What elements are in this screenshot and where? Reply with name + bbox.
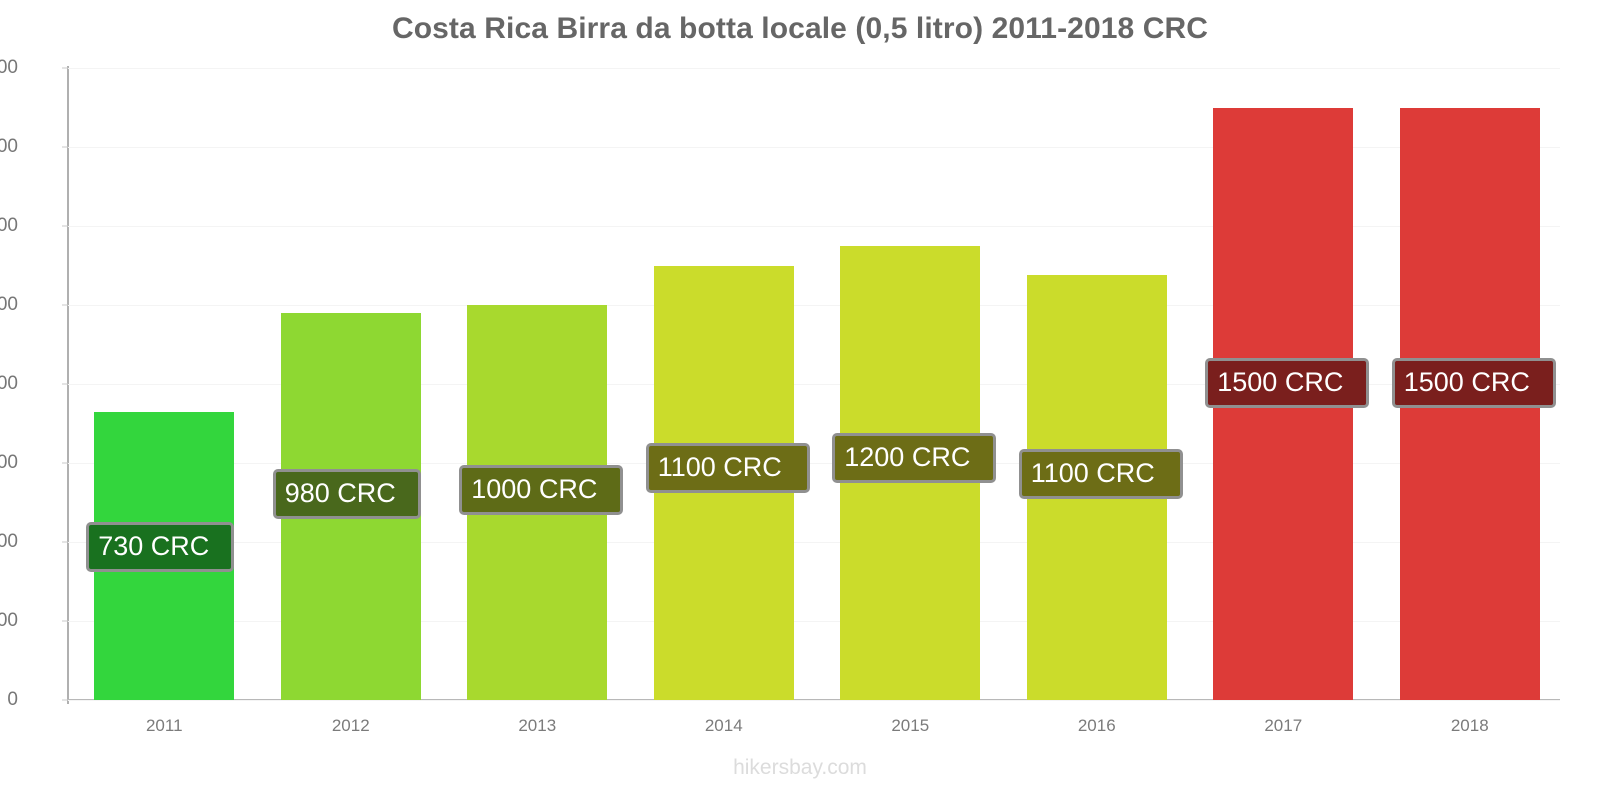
y-axis-tick-label: 400	[0, 531, 18, 552]
y-axis-tick-mark	[62, 541, 68, 543]
gridline	[68, 700, 1560, 701]
x-axis-tick-label: 2012	[331, 716, 370, 735]
bar-value-label: 1500 CRC	[1391, 358, 1556, 409]
gridline	[68, 384, 1560, 385]
y-axis-tick-label: 1600	[0, 57, 18, 78]
page-title: Costa Rica Birra da botta locale (0,5 li…	[391, 12, 1209, 45]
bar-value-label: 1000 CRC	[459, 464, 624, 515]
x-axis-tick-label: 2017	[1264, 716, 1303, 735]
x-axis-tick-label: 2014	[704, 716, 743, 735]
y-axis-tick-mark	[62, 383, 68, 385]
y-axis-tick-mark	[62, 462, 68, 464]
y-axis-tick-mark	[62, 699, 68, 701]
y-axis-tick-label: 1200	[0, 215, 18, 236]
bar-value-label: 1100 CRC	[1018, 448, 1183, 499]
bar-value-label: 1500 CRC	[1205, 358, 1370, 409]
x-axis-tick-label: 2015	[891, 716, 930, 735]
y-axis-tick-label: 600	[0, 452, 18, 473]
y-axis-tick-label: 800	[0, 373, 18, 394]
plot-area: 0 200 400 600 800 1000 1200 1400 1600 730 CRC 980 …	[0, 57, 1560, 710]
bar-value-label: 1100 CRC	[645, 443, 810, 494]
x-axis-tick-label: 2013	[518, 716, 557, 735]
gridline	[68, 68, 1560, 69]
gridline	[68, 147, 1560, 148]
gridline	[68, 463, 1560, 464]
y-axis-tick-mark	[62, 67, 68, 69]
gridline	[68, 621, 1560, 622]
gridline	[68, 305, 1560, 306]
gridline	[68, 226, 1560, 227]
bar-value-label: 980 CRC	[272, 468, 421, 519]
y-axis-tick-mark	[62, 225, 68, 227]
y-axis-tick-mark	[62, 146, 68, 148]
gridline	[68, 542, 1560, 543]
y-axis-tick-mark	[62, 620, 68, 622]
bar-value-label: 730 CRC	[86, 522, 235, 573]
x-axis-tick-label: 2016	[1077, 716, 1116, 735]
y-axis-tick-label: 200	[0, 610, 18, 631]
source-watermark: hikersbay.com	[733, 756, 867, 779]
y-axis-line	[67, 66, 69, 704]
x-axis-tick-label: 2018	[1450, 716, 1489, 735]
y-axis-tick-label: 1000	[0, 294, 18, 315]
bar-value-label: 1200 CRC	[832, 432, 997, 483]
y-axis-tick-label: 1400	[0, 136, 18, 157]
y-axis-tick-label: 0	[7, 689, 18, 710]
y-axis-tick-mark	[62, 304, 68, 306]
x-axis-tick-label: 2011	[145, 716, 183, 735]
